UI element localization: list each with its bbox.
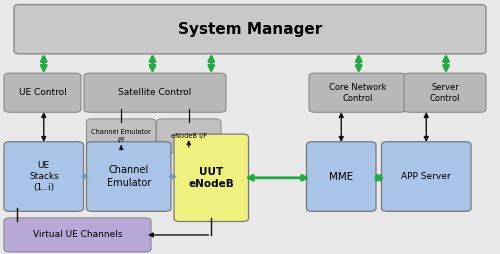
- FancyBboxPatch shape: [156, 119, 221, 153]
- FancyBboxPatch shape: [84, 73, 226, 112]
- Text: Virtual UE Channels: Virtual UE Channels: [33, 230, 122, 240]
- FancyBboxPatch shape: [86, 142, 171, 211]
- FancyBboxPatch shape: [14, 5, 486, 54]
- Text: Server
Control: Server Control: [430, 83, 460, 103]
- Text: UE Control: UE Control: [18, 88, 66, 97]
- Text: Satellite Control: Satellite Control: [118, 88, 192, 97]
- FancyBboxPatch shape: [4, 142, 84, 211]
- Text: eNodeB I/F: eNodeB I/F: [171, 133, 207, 139]
- Text: UE
Stacks
(1..i): UE Stacks (1..i): [29, 161, 58, 192]
- FancyBboxPatch shape: [404, 73, 486, 112]
- FancyBboxPatch shape: [4, 73, 81, 112]
- Text: Channel
Emulator: Channel Emulator: [106, 165, 151, 188]
- Text: UUT
eNodeB: UUT eNodeB: [188, 167, 234, 189]
- Text: Core Network
Control: Core Network Control: [329, 83, 386, 103]
- Text: System Manager: System Manager: [178, 22, 322, 37]
- FancyBboxPatch shape: [309, 73, 406, 112]
- FancyBboxPatch shape: [86, 119, 156, 153]
- Text: MME: MME: [329, 171, 353, 182]
- Text: APP Server: APP Server: [402, 172, 451, 181]
- FancyBboxPatch shape: [174, 134, 248, 221]
- FancyBboxPatch shape: [306, 142, 376, 211]
- FancyBboxPatch shape: [4, 218, 151, 252]
- Text: Channel Emulator
I/F: Channel Emulator I/F: [92, 129, 151, 143]
- FancyBboxPatch shape: [382, 142, 471, 211]
